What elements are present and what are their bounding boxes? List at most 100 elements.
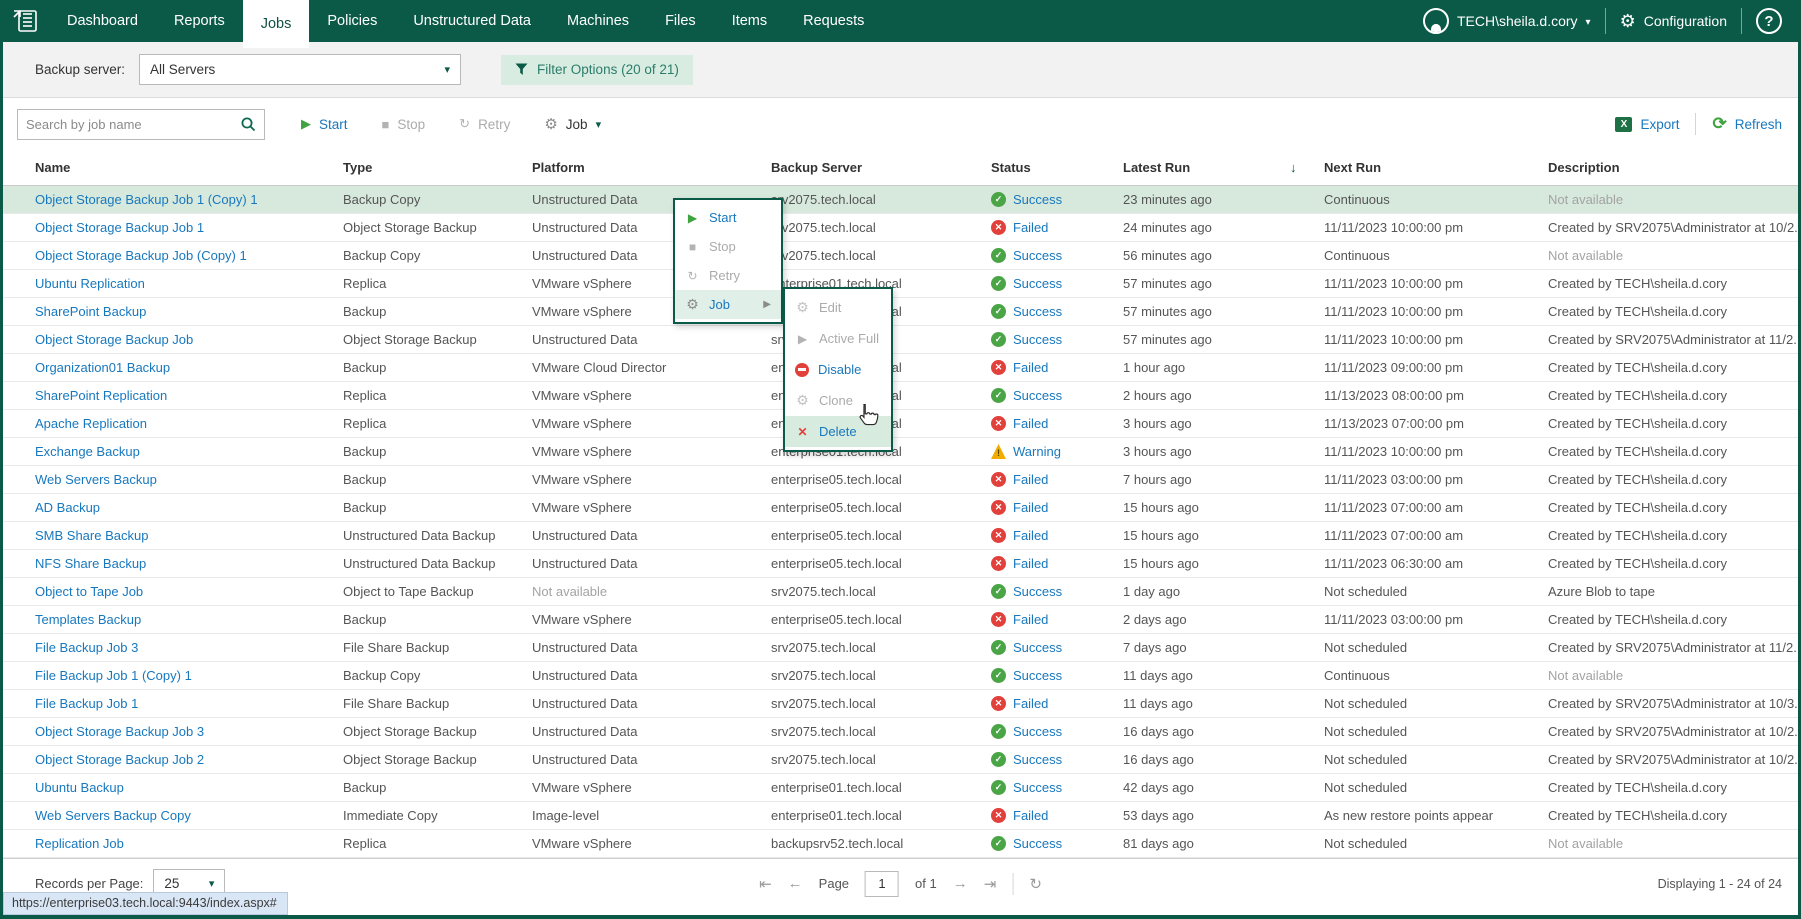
job-name-link[interactable]: Object Storage Backup Job 3 — [35, 724, 205, 739]
context-start-item[interactable]: ▶ Start — [675, 203, 781, 232]
job-name-link[interactable]: SMB Share Backup — [35, 528, 149, 543]
tab-requests[interactable]: Requests — [803, 13, 865, 29]
job-status-link[interactable]: Success — [1013, 248, 1063, 263]
page-number-input[interactable] — [865, 870, 900, 897]
column-header-name[interactable]: Name — [35, 160, 71, 175]
stop-button[interactable]: ■ Stop — [382, 117, 426, 132]
job-name-link[interactable]: File Backup Job 1 — [35, 696, 139, 711]
table-row[interactable]: Object Storage Backup Job 1 (Copy) 1 Bac… — [3, 186, 1798, 214]
job-name-link[interactable]: File Backup Job 1 (Copy) 1 — [35, 668, 192, 683]
submenu-clone-item[interactable]: ⚙ Clone — [785, 385, 891, 416]
tab-reports[interactable]: Reports — [173, 13, 225, 29]
backup-server-select[interactable]: All Servers ▾ — [139, 54, 462, 85]
filter-options-button[interactable]: Filter Options (20 of 21) — [501, 54, 693, 85]
column-header-type[interactable]: Type — [343, 160, 373, 175]
table-row[interactable]: Replication Job Replica VMware vSphere b… — [3, 830, 1798, 858]
job-menu-button[interactable]: ⚙ Job ▾ — [544, 115, 601, 133]
job-status-link[interactable]: Success — [1013, 276, 1063, 291]
user-menu[interactable]: TECH\sheila.d.cory ▾ — [1422, 8, 1591, 34]
table-row[interactable]: Exchange Backup Backup VMware vSphere en… — [3, 438, 1798, 466]
submenu-active-full-item[interactable]: ▶ Active Full — [785, 323, 891, 354]
job-status-link[interactable]: Failed — [1013, 696, 1049, 711]
table-row[interactable]: File Backup Job 1 File Share Backup Unst… — [3, 690, 1798, 718]
job-name-link[interactable]: Object Storage Backup Job 2 — [35, 752, 205, 767]
job-name-link[interactable]: SharePoint Replication — [35, 388, 168, 403]
job-status-link[interactable]: Failed — [1013, 500, 1049, 515]
job-status-link[interactable]: Failed — [1013, 472, 1049, 487]
table-row[interactable]: Ubuntu Backup Backup VMware vSphere ente… — [3, 774, 1798, 802]
table-row[interactable]: SharePoint Backup Backup VMware vSphere … — [3, 298, 1798, 326]
table-row[interactable]: Object Storage Backup Job 1 Object Stora… — [3, 214, 1798, 242]
job-name-link[interactable]: Web Servers Backup Copy — [35, 808, 191, 823]
table-row[interactable]: Apache Replication Replica VMware vSpher… — [3, 410, 1798, 438]
job-status-link[interactable]: Success — [1013, 332, 1063, 347]
job-status-link[interactable]: Success — [1013, 388, 1063, 403]
column-header-platform[interactable]: Platform — [532, 160, 585, 175]
column-header-latest-run[interactable]: Latest Run — [1123, 160, 1191, 175]
job-status-link[interactable]: Success — [1013, 668, 1063, 683]
context-stop-item[interactable]: ■ Stop — [675, 232, 781, 261]
job-status-link[interactable]: Failed — [1013, 220, 1049, 235]
help-button[interactable]: ? — [1756, 8, 1782, 34]
column-header-next-run[interactable]: Next Run — [1324, 160, 1382, 175]
tab-files[interactable]: Files — [665, 13, 696, 29]
table-row[interactable]: Ubuntu Replication Replica VMware vSpher… — [3, 270, 1798, 298]
job-name-link[interactable]: Object Storage Backup Job (Copy) 1 — [35, 248, 247, 263]
job-status-link[interactable]: Failed — [1013, 416, 1049, 431]
table-row[interactable]: Templates Backup Backup VMware vSphere e… — [3, 606, 1798, 634]
tab-jobs[interactable]: Jobs — [242, 0, 310, 48]
table-row[interactable]: Web Servers Backup Backup VMware vSphere… — [3, 466, 1798, 494]
job-name-link[interactable]: Object Storage Backup Job 1 — [35, 220, 205, 235]
job-status-link[interactable]: Failed — [1013, 528, 1049, 543]
table-row[interactable]: File Backup Job 1 (Copy) 1 Backup Copy U… — [3, 662, 1798, 690]
previous-page-button[interactable]: ← — [787, 875, 803, 892]
job-name-link[interactable]: Apache Replication — [35, 416, 148, 431]
tab-unstructured-data[interactable]: Unstructured Data — [413, 13, 531, 29]
table-row[interactable]: Object Storage Backup Job 3 Object Stora… — [3, 718, 1798, 746]
tab-items[interactable]: Items — [731, 13, 768, 29]
job-name-link[interactable]: Replication Job — [35, 836, 124, 851]
table-row[interactable]: NFS Share Backup Unstructured Data Backu… — [3, 550, 1798, 578]
table-row[interactable]: AD Backup Backup VMware vSphere enterpri… — [3, 494, 1798, 522]
tab-dashboard[interactable]: Dashboard — [67, 13, 138, 29]
table-row[interactable]: Object to Tape Job Object to Tape Backup… — [3, 578, 1798, 606]
job-status-link[interactable]: Success — [1013, 192, 1063, 207]
job-status-link[interactable]: Success — [1013, 780, 1063, 795]
last-page-button[interactable]: ⇥ — [983, 875, 997, 893]
job-name-link[interactable]: Exchange Backup — [35, 444, 140, 459]
job-status-link[interactable]: Success — [1013, 724, 1063, 739]
first-page-button[interactable]: ⇤ — [759, 875, 772, 893]
table-row[interactable]: Organization01 Backup Backup VMware Clou… — [3, 354, 1798, 382]
job-name-link[interactable]: AD Backup — [35, 500, 101, 515]
job-status-link[interactable]: Warning — [1013, 444, 1061, 459]
job-name-link[interactable]: Organization01 Backup — [35, 360, 171, 375]
configuration-button[interactable]: ⚙ Configuration — [1620, 12, 1727, 30]
job-status-link[interactable]: Failed — [1013, 808, 1049, 823]
job-name-link[interactable]: Ubuntu Backup — [35, 780, 124, 795]
search-input[interactable] — [26, 116, 240, 132]
job-status-link[interactable]: Success — [1013, 836, 1063, 851]
job-name-link[interactable]: Templates Backup — [35, 612, 142, 627]
job-status-link[interactable]: Failed — [1013, 360, 1049, 375]
job-name-link[interactable]: Object Storage Backup Job 1 (Copy) 1 — [35, 192, 258, 207]
job-name-link[interactable]: SharePoint Backup — [35, 304, 147, 319]
job-name-link[interactable]: Web Servers Backup — [35, 472, 157, 487]
job-status-link[interactable]: Success — [1013, 640, 1063, 655]
job-status-link[interactable]: Success — [1013, 304, 1063, 319]
retry-button[interactable]: ↻ Retry — [459, 116, 510, 132]
column-header-status[interactable]: Status — [991, 160, 1031, 175]
column-header-description[interactable]: Description — [1548, 160, 1620, 175]
table-row[interactable]: Web Servers Backup Copy Immediate Copy I… — [3, 802, 1798, 830]
tab-policies[interactable]: Policies — [327, 13, 378, 29]
job-status-link[interactable]: Failed — [1013, 612, 1049, 627]
job-name-link[interactable]: Object to Tape Job — [35, 584, 144, 599]
search-icon[interactable] — [240, 116, 256, 132]
job-status-link[interactable]: Failed — [1013, 556, 1049, 571]
job-name-link[interactable]: File Backup Job 3 — [35, 640, 139, 655]
export-button[interactable]: X Export — [1615, 116, 1679, 132]
table-row[interactable]: Object Storage Backup Job 2 Object Stora… — [3, 746, 1798, 774]
tab-machines[interactable]: Machines — [567, 13, 630, 29]
table-row[interactable]: SharePoint Replication Replica VMware vS… — [3, 382, 1798, 410]
refresh-button[interactable]: ⟳ Refresh — [1712, 114, 1782, 134]
column-header-backup-server[interactable]: Backup Server — [771, 160, 863, 175]
